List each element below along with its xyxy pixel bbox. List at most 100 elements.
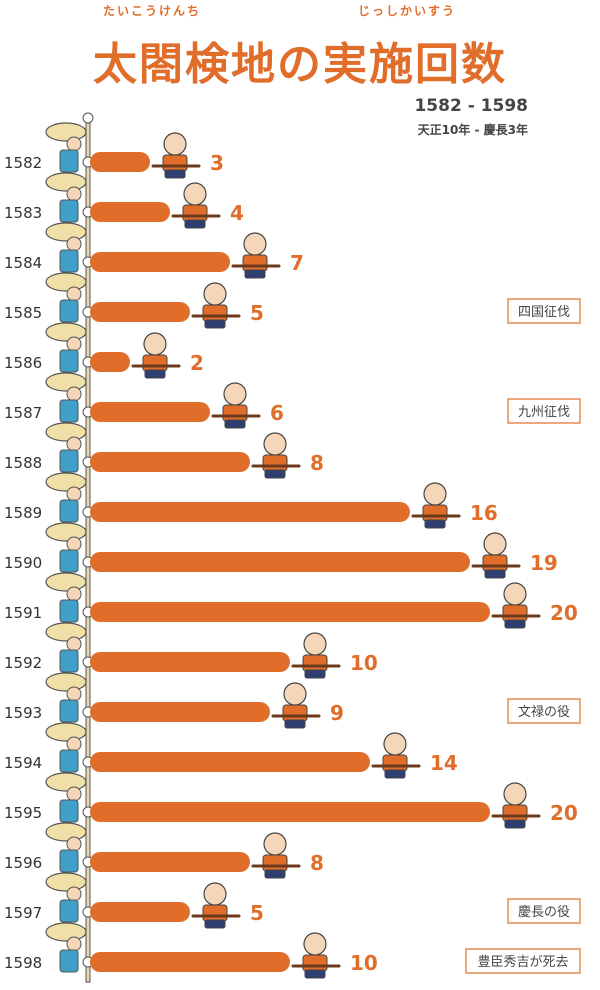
surveyor-figure <box>45 422 87 473</box>
official-hakama <box>264 869 286 879</box>
value-label: 5 <box>250 901 264 925</box>
official-figure <box>151 132 201 179</box>
surveyor-head <box>66 636 82 652</box>
official-robe <box>202 904 228 922</box>
official-hakama <box>284 719 306 729</box>
official-head <box>263 832 287 856</box>
official-head <box>383 732 407 756</box>
surveyor-head <box>66 836 82 852</box>
straw-hat <box>45 122 87 142</box>
year-label: 1593 <box>4 704 42 722</box>
surveyor-body <box>59 549 79 573</box>
value-label: 2 <box>190 351 204 375</box>
official-robe <box>162 154 188 172</box>
surveyor-body <box>59 449 79 473</box>
official-figure <box>291 632 341 679</box>
bar <box>90 652 290 672</box>
official-figure <box>251 432 301 479</box>
official-figure <box>471 532 521 579</box>
official-figure <box>291 932 341 979</box>
year-label: 1589 <box>4 504 42 522</box>
official-head <box>143 332 167 356</box>
surveyor-figure <box>45 822 87 873</box>
value-label: 5 <box>250 301 264 325</box>
official-head <box>283 682 307 706</box>
straw-hat <box>45 272 87 292</box>
bar <box>90 852 250 872</box>
subtitle-era: 天正10年 - 慶長3年 <box>417 123 528 137</box>
surveyor-figure <box>45 722 87 773</box>
year-label: 1594 <box>4 754 42 772</box>
bar <box>90 502 410 522</box>
official-hakama <box>184 219 206 229</box>
bar <box>90 352 130 372</box>
bar <box>90 402 210 422</box>
surveyor-body <box>59 249 79 273</box>
official-figure <box>131 332 181 379</box>
surveyor-body <box>59 499 79 523</box>
official-robe <box>202 304 228 322</box>
surveyor-body <box>59 949 79 973</box>
bar <box>90 202 170 222</box>
surveyor-body <box>59 699 79 723</box>
year-label: 1595 <box>4 804 42 822</box>
year-label: 1586 <box>4 354 42 372</box>
official-robe <box>502 804 528 822</box>
surveyor-body <box>59 899 79 923</box>
event-box <box>465 948 581 974</box>
value-label: 20 <box>550 801 578 825</box>
official-head <box>203 882 227 906</box>
year-label: 1583 <box>4 204 42 222</box>
official-figure <box>211 382 261 429</box>
bar <box>90 902 190 922</box>
surveyor-head <box>66 786 82 802</box>
straw-hat <box>45 322 87 342</box>
bar <box>90 452 250 472</box>
surveyor-body <box>59 199 79 223</box>
official-head <box>483 532 507 556</box>
surveyor-body <box>59 849 79 873</box>
official-hakama <box>224 419 246 429</box>
official-figure <box>491 582 541 629</box>
event-box <box>507 398 581 424</box>
value-label: 9 <box>330 701 344 725</box>
event-box <box>507 298 581 324</box>
year-label: 1587 <box>4 404 42 422</box>
value-label: 8 <box>310 451 324 475</box>
event-label: 四国征伐 <box>518 305 570 320</box>
official-head <box>243 232 267 256</box>
straw-hat <box>45 822 87 842</box>
official-hakama <box>304 669 326 679</box>
official-hakama <box>204 919 226 929</box>
official-hakama <box>264 469 286 479</box>
surveyor-body <box>59 149 79 173</box>
value-label: 3 <box>210 151 224 175</box>
official-robe <box>262 454 288 472</box>
bar <box>90 602 490 622</box>
official-robe <box>502 604 528 622</box>
value-label: 19 <box>530 551 558 575</box>
bar <box>90 302 190 322</box>
event-label: 文禄の役 <box>518 705 570 720</box>
official-figure <box>491 782 541 829</box>
year-label: 1591 <box>4 604 42 622</box>
straw-hat <box>45 672 87 692</box>
official-head <box>503 782 527 806</box>
bar <box>90 552 470 572</box>
surveyor-body <box>59 299 79 323</box>
value-label: 4 <box>230 201 244 225</box>
official-figure <box>271 682 321 729</box>
official-robe <box>282 704 308 722</box>
surveyor-figure <box>45 122 87 173</box>
value-label: 8 <box>310 851 324 875</box>
value-label: 20 <box>550 601 578 625</box>
year-label: 1588 <box>4 454 42 472</box>
bar <box>90 702 270 722</box>
surveyor-figure <box>45 172 87 223</box>
straw-hat <box>45 472 87 492</box>
value-label: 6 <box>270 401 284 425</box>
title-ruby-1: たいこうけんち <box>103 4 202 18</box>
surveyor-figure <box>45 672 87 723</box>
surveyor-figure <box>45 372 87 423</box>
